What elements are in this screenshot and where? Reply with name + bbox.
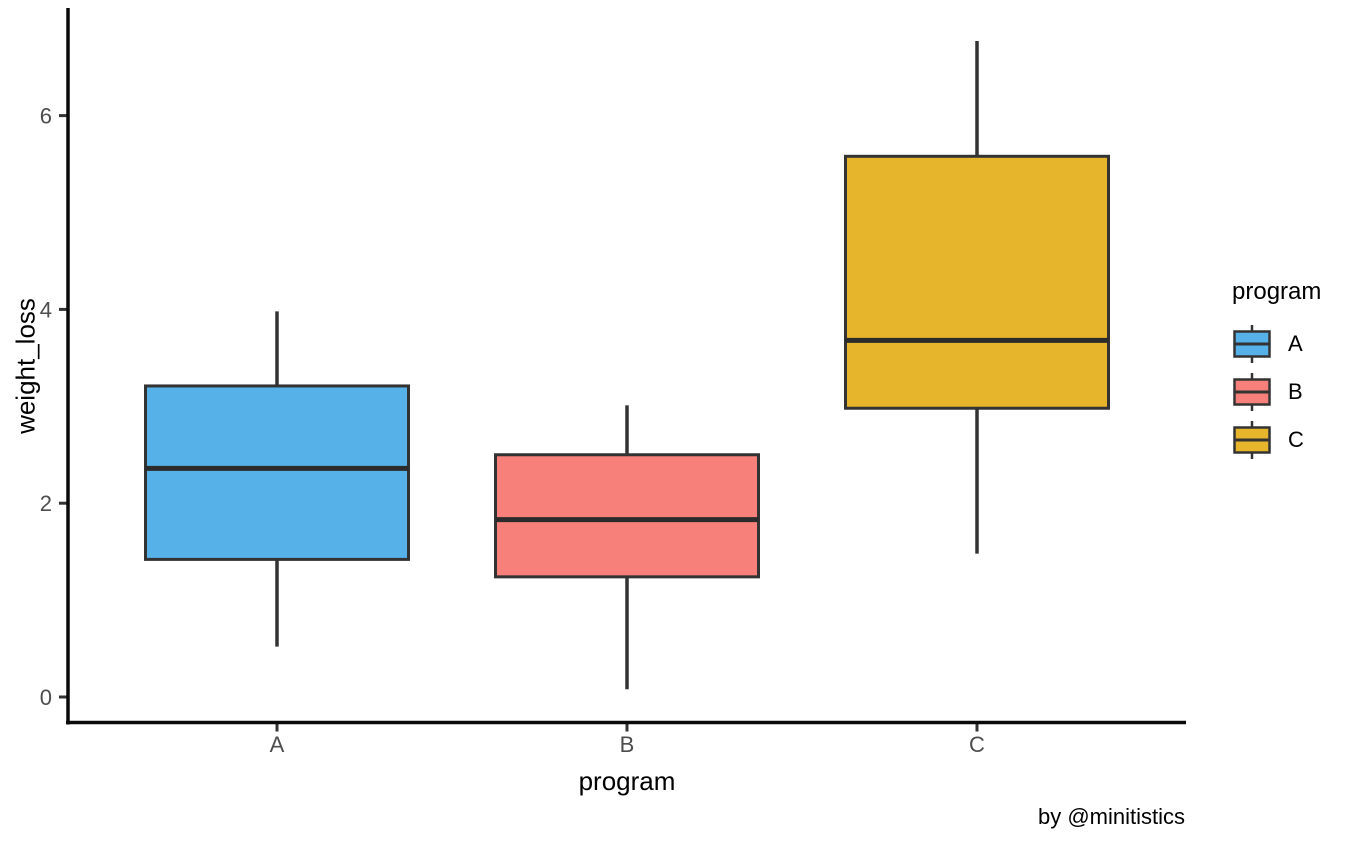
legend-item-label: B [1288,379,1303,404]
legend-key-boxplot-icon [1233,325,1271,363]
legend-item-B: B [1232,370,1321,414]
legend-key-boxplot-icon [1233,421,1271,459]
x-tick-label: A [270,732,285,757]
box-B [494,453,760,579]
box-A [144,384,410,561]
y-tick-label: 6 [40,104,52,129]
y-tick-label: 4 [40,297,52,322]
legend-title: program [1232,278,1322,305]
legend-item-label: C [1288,427,1304,452]
x-tick-label: B [620,732,635,757]
caption: by @minitistics [1037,804,1185,829]
x-axis-title: program [578,766,676,796]
legend-item-label: A [1288,331,1303,356]
legend-item-A: A [1232,322,1321,366]
y-tick-label: 0 [40,685,52,710]
legend-key-boxplot-icon [1233,373,1271,411]
box-C [844,154,1110,410]
y-axis-title: weight_loss [10,298,41,434]
legend-item-C: C [1232,418,1321,462]
y-tick-label: 2 [40,491,52,516]
x-tick-label: C [969,732,985,757]
